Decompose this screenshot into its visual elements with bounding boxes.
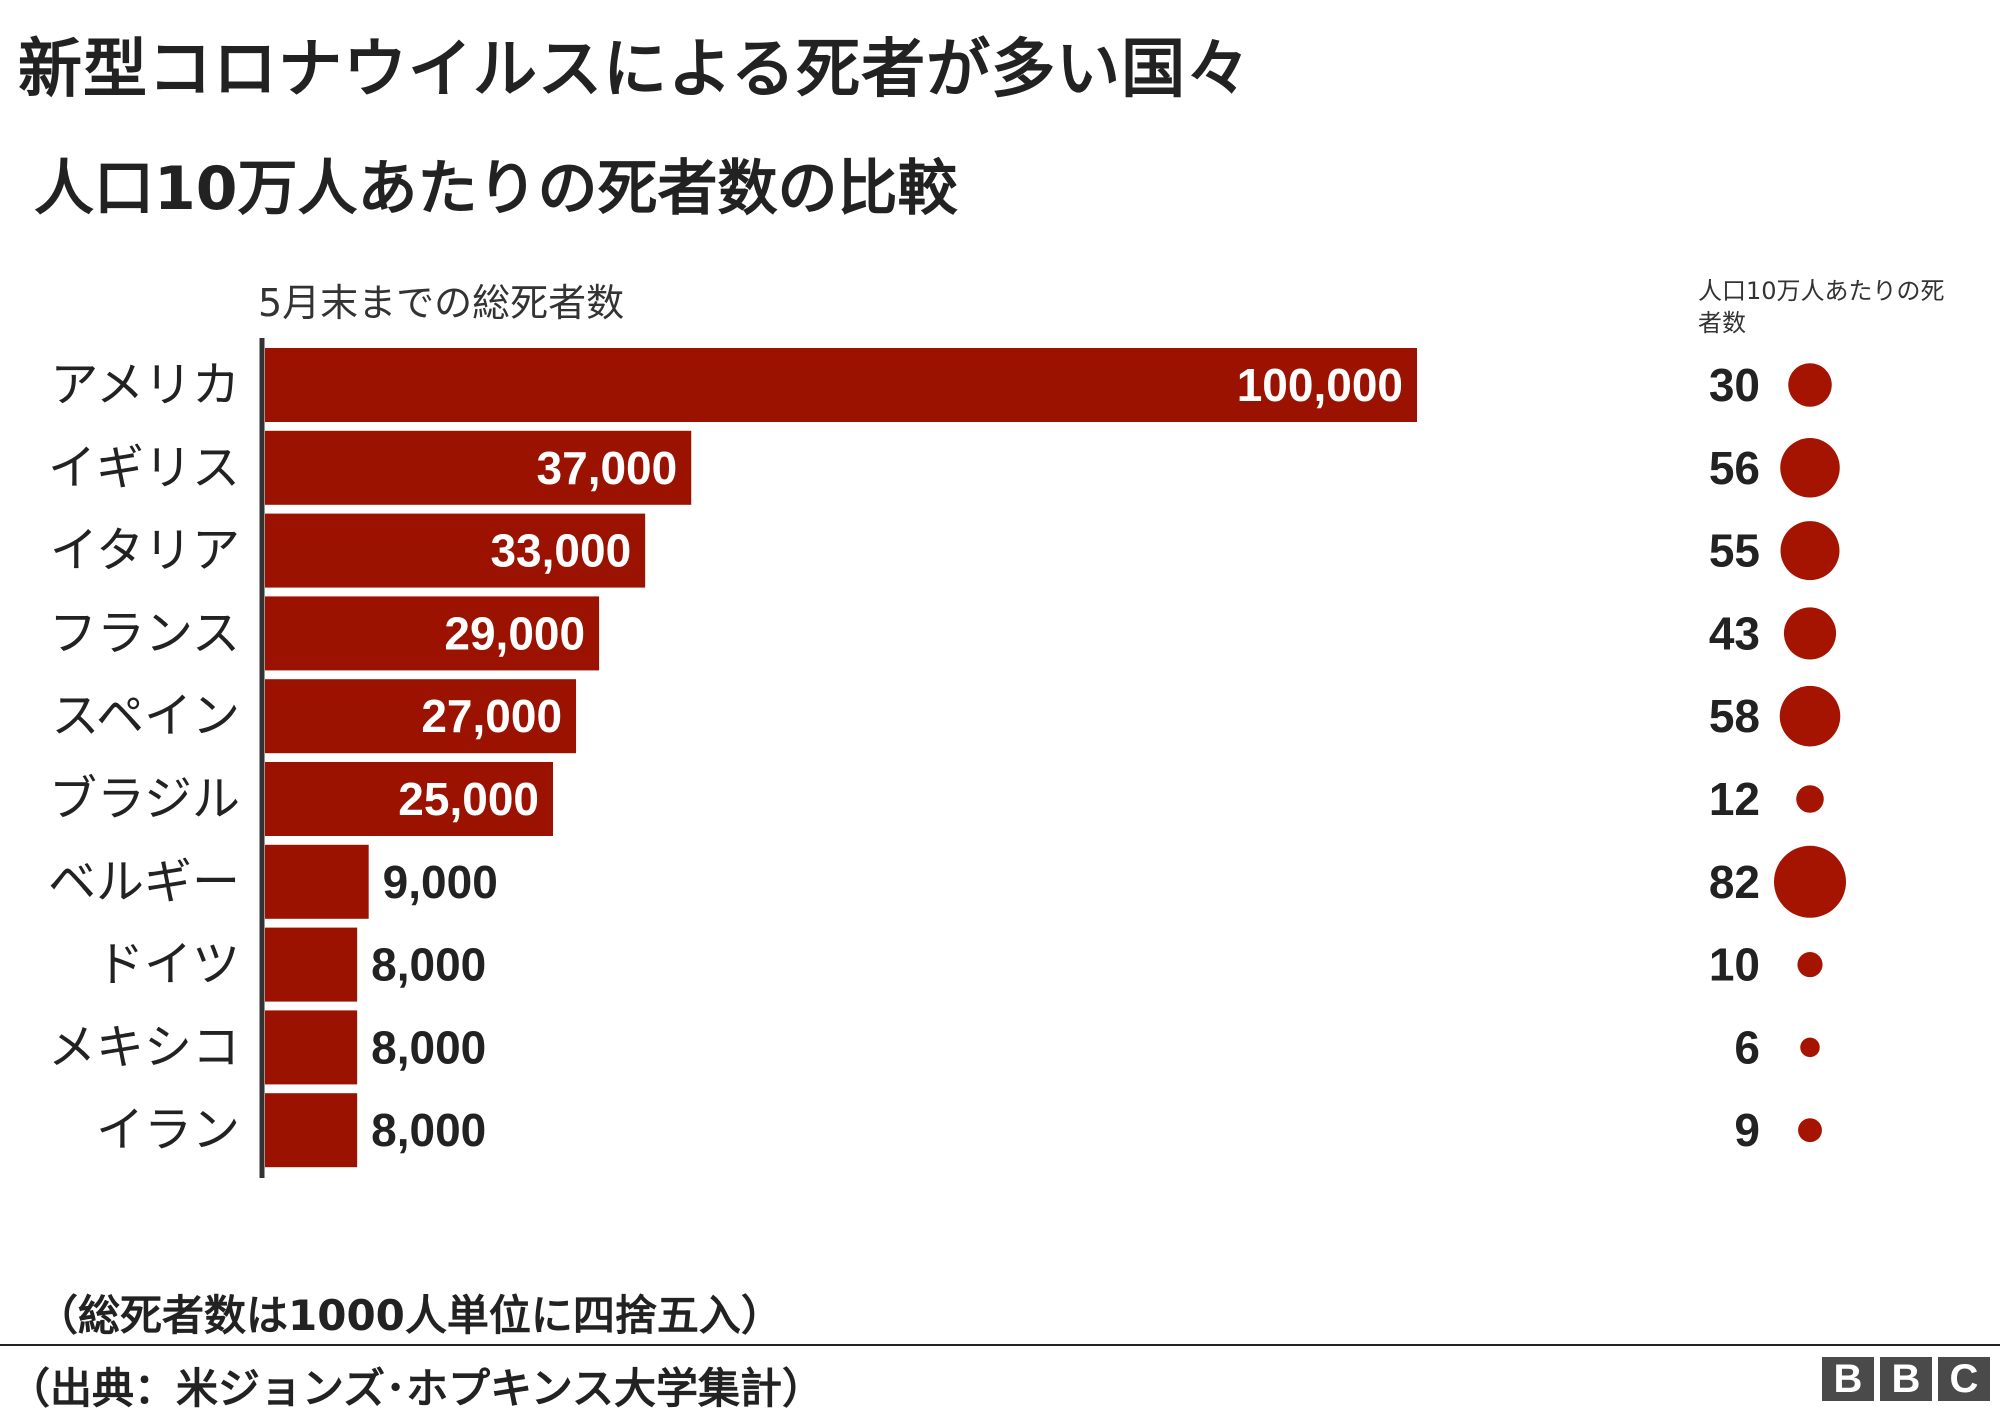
bar: [265, 513, 646, 588]
rounding-note: （総死者数は1000人単位に四捨五入）: [36, 1291, 783, 1340]
bar: [265, 1010, 358, 1085]
rate-dot: [1788, 363, 1832, 407]
category-label: イギリス: [48, 440, 240, 496]
bbc-logo: B B C: [1822, 1357, 1990, 1401]
bar-value-label: 33,000: [490, 525, 631, 577]
rate-dot: [1774, 845, 1846, 918]
bar-value-label: 8,000: [371, 939, 486, 991]
bar-value-label: 37,000: [537, 442, 678, 494]
rate-value-label: 56: [1709, 442, 1760, 494]
logo-letter: B: [1822, 1357, 1874, 1401]
rate-dot: [1800, 1037, 1820, 1058]
rate-value-label: 12: [1709, 773, 1760, 825]
rate-column-header: 人口10万人あたりの死者数: [1698, 277, 1945, 337]
rate-value-label: 30: [1709, 359, 1760, 411]
rate-value-label: 6: [1734, 1021, 1760, 1073]
rate-value-label: 82: [1709, 856, 1760, 908]
bar-value-label: 9,000: [383, 856, 498, 908]
rate-value-label: 55: [1709, 525, 1760, 577]
chart-title: 新型コロナウイルスによる死者が多い国々: [18, 33, 1252, 107]
category-label: フランス: [49, 605, 240, 661]
source-credit: （出典：米ジョンズ･ホプキンス大学集計）: [8, 1364, 825, 1413]
rate-value-label: 43: [1709, 607, 1760, 659]
bar-value-label: 27,000: [421, 690, 562, 742]
category-label: アメリカ: [50, 357, 240, 413]
bar: [265, 596, 600, 671]
bar-value-label: 29,000: [444, 607, 585, 659]
logo-letter: B: [1880, 1357, 1932, 1401]
bar: [265, 762, 553, 836]
bar: [265, 430, 692, 505]
rate-dot: [1779, 685, 1841, 747]
rate-value-label: 9: [1734, 1104, 1760, 1156]
rate-dot: [1783, 607, 1837, 660]
bar-value-label: 100,000: [1237, 359, 1403, 411]
bar-value-label: 8,000: [371, 1021, 486, 1073]
rate-value-label: 10: [1709, 939, 1760, 991]
bar: [265, 679, 577, 754]
bar: [265, 348, 1417, 422]
logo-letter: C: [1938, 1357, 1990, 1401]
bar-value-label: 25,000: [398, 773, 539, 825]
category-label: イタリア: [50, 523, 240, 579]
bar: [265, 927, 358, 1002]
bar: [265, 844, 369, 919]
category-label: メキシコ: [48, 1019, 240, 1075]
rate-dot: [1780, 521, 1840, 581]
category-label: ベルギー: [48, 854, 240, 910]
rate-dot: [1780, 438, 1840, 498]
footer-divider: [0, 1344, 2000, 1346]
category-label: ブラジル: [49, 771, 240, 827]
rate-dot: [1797, 952, 1823, 978]
category-label: スペイン: [51, 688, 240, 744]
bar-column-header: 5月末までの総死者数: [258, 281, 625, 325]
bar: [265, 1093, 358, 1168]
rate-dot: [1798, 1118, 1822, 1143]
rate-value-label: 58: [1709, 690, 1760, 742]
category-label: ドイツ: [96, 937, 240, 993]
bar-value-label: 8,000: [371, 1104, 486, 1156]
category-label: イラン: [96, 1102, 240, 1158]
chart-subtitle: 人口10万人あたりの死者数の比較: [34, 154, 958, 224]
rate-dot: [1796, 785, 1824, 813]
